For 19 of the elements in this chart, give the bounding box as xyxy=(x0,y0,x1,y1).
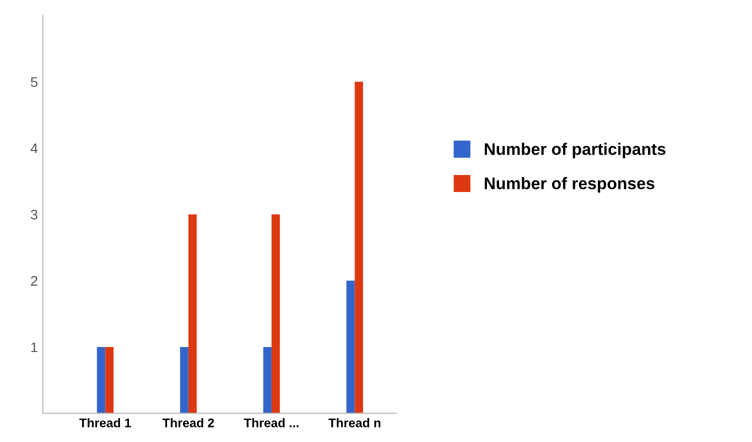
x-tick-label: Thread 1 xyxy=(79,418,131,428)
y-tick-label: 3 xyxy=(30,210,38,220)
bar xyxy=(180,346,188,414)
bar xyxy=(105,346,114,414)
legend-label: Number of participants xyxy=(484,142,666,158)
bar xyxy=(188,214,197,414)
x-tick-label: Thread ... xyxy=(244,418,298,428)
x-tick-label: Thread 2 xyxy=(162,418,214,428)
y-tick-label: 4 xyxy=(30,144,38,154)
x-tick-label: Thread n xyxy=(328,418,380,428)
bar xyxy=(272,214,280,414)
bar xyxy=(354,82,364,414)
y-tick-label: 2 xyxy=(30,276,38,286)
y-tick-label: 5 xyxy=(30,77,38,87)
bar xyxy=(346,280,355,414)
legend-label: Number of responses xyxy=(484,177,654,193)
bar xyxy=(263,346,272,414)
bar xyxy=(96,346,106,414)
y-tick-label: 1 xyxy=(31,342,38,352)
